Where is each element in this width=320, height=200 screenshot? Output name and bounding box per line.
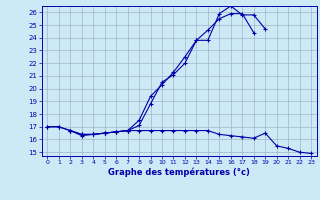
X-axis label: Graphe des températures (°c): Graphe des températures (°c) (108, 168, 250, 177)
